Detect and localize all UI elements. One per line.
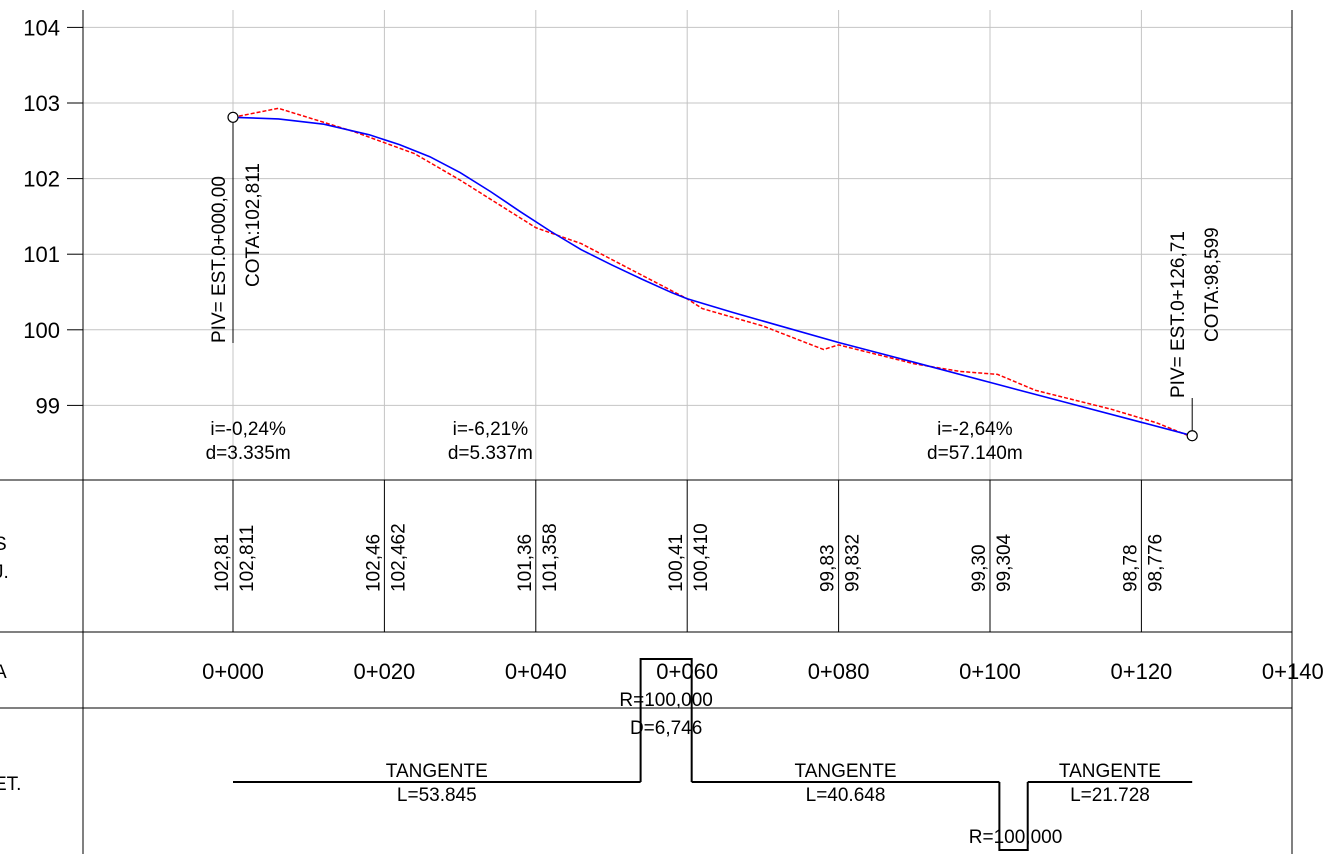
curve-step <box>639 658 693 782</box>
tangent-name-label: TANGENTE <box>1059 761 1161 782</box>
terrain-profile-line <box>232 107 1193 438</box>
y-axis-ticks: 104 103 102 101 100 99 <box>23 15 83 418</box>
piv-cota-label: COTA:102,811 <box>243 163 264 287</box>
station-label: 0+000 <box>202 659 264 684</box>
terrain-elevation-value: 101,36 <box>515 534 536 592</box>
project-elevation-value: 100,410 <box>691 523 712 592</box>
piv-marker <box>1186 430 1198 442</box>
piv-cota-label: COTA:98,599 <box>1202 227 1223 342</box>
curve-deflection-label: D=6,746 <box>630 718 702 739</box>
y-tick-label: 103 <box>23 91 60 116</box>
y-tick-label: 99 <box>36 393 60 418</box>
profile-series <box>232 107 1193 438</box>
piv-station-label: PIV= EST.0+126,71 <box>1168 231 1189 398</box>
project-elevation-value: 99,832 <box>843 534 864 592</box>
curve-radius-label: R=100,000 <box>619 690 713 711</box>
terrain-elevation-value: 99,30 <box>969 544 990 592</box>
y-tick-label: 101 <box>23 242 60 267</box>
y-tick-label: 104 <box>23 15 60 40</box>
project-elevation-value: 99,304 <box>994 533 1015 592</box>
alignment-row-label: ET. <box>0 774 21 795</box>
slope-grade-label: i=-2,64% <box>937 419 1013 440</box>
station-row-label: A <box>0 662 7 683</box>
design-profile-line <box>232 116 1193 437</box>
tangent-length-label: L=53.845 <box>397 785 477 806</box>
station-label: 0+020 <box>354 659 416 684</box>
y-tick-label: 100 <box>23 318 60 343</box>
terrain-elevation-value: 98,78 <box>1120 544 1141 592</box>
slope-annotations: i=-0,24% d=3.335m i=-6,21% d=5.337m i=-2,64%… <box>206 419 1023 464</box>
piv-markers: PIV= EST.0+000,00 COTA:102,811 PIV= EST.0+… <box>209 111 1223 442</box>
slope-distance-label: d=3.335m <box>206 443 291 464</box>
alignment-row: ET. TANGENTE L=53.845 TANGENTE L=40.648 TANGE… <box>0 658 1193 851</box>
tangent-name-label: TANGENTE <box>795 761 897 782</box>
station-label: 0+080 <box>808 659 870 684</box>
terrain-elevation-value: 100,41 <box>666 534 687 592</box>
elevation-row-label: J. <box>0 562 9 583</box>
slope-distance-label: d=5.337m <box>448 443 533 464</box>
tangent-name-label: TANGENTE <box>386 761 488 782</box>
project-elevation-value: 101,358 <box>540 523 561 592</box>
slope-distance-label: d=57.140m <box>927 443 1023 464</box>
slope-grade-label: i=-6,21% <box>453 419 529 440</box>
terrain-elevation-value: 102,46 <box>363 534 384 592</box>
slope-grade-label: i=-0,24% <box>210 419 286 440</box>
elevation-row-label: S <box>0 534 7 555</box>
terrain-elevation-value: 102,81 <box>212 534 233 592</box>
terrain-elevation-value: 99,83 <box>818 544 839 592</box>
tangent-length-label: L=21.728 <box>1070 785 1150 806</box>
station-label: 0+120 <box>1111 659 1173 684</box>
table-frame <box>0 10 1293 854</box>
y-tick-label: 102 <box>23 167 60 192</box>
station-label: 0+140 <box>1262 659 1324 684</box>
station-label: 0+060 <box>656 659 718 684</box>
curve-radius-label: R=100,000 <box>969 827 1063 848</box>
piv-marker <box>227 111 239 123</box>
station-row: A 0+000 0+020 0+040 0+060 0+080 0+100 0+120 0+14… <box>0 659 1324 684</box>
station-label: 0+100 <box>959 659 1021 684</box>
station-label: 0+040 <box>505 659 567 684</box>
curve-step <box>998 782 1029 851</box>
gridlines <box>83 10 1292 480</box>
project-elevation-value: 102,462 <box>388 523 409 592</box>
project-elevation-value: 98,776 <box>1145 534 1166 592</box>
piv-station-label: PIV= EST.0+000,00 <box>209 176 230 343</box>
project-elevation-value: 102,811 <box>237 525 258 592</box>
tangent-length-label: L=40.648 <box>806 785 886 806</box>
